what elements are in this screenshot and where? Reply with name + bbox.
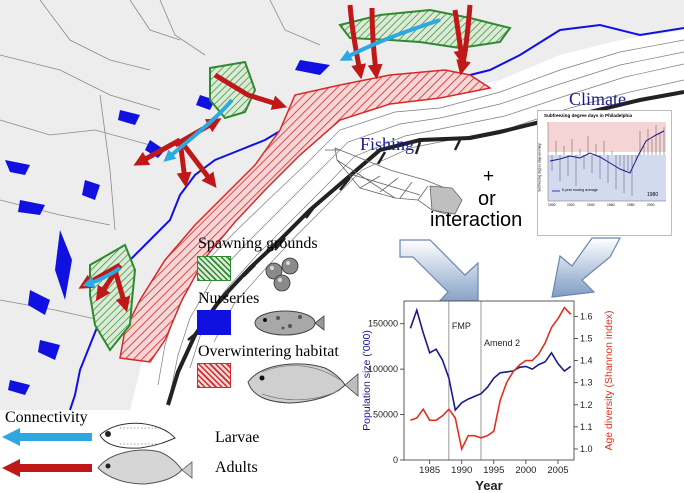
climate-label: Climate — [569, 89, 626, 109]
y2-tick-label: 1.6 — [580, 311, 593, 321]
legend-spawning-label: Spawning grounds — [198, 235, 318, 252]
overwintering-swatch — [197, 363, 231, 388]
chart-plot-area — [403, 300, 575, 461]
trawl-cod-end — [429, 185, 463, 215]
y2-tick-label: 1.0 — [580, 444, 593, 454]
climate-inset-tick: 1960 — [607, 203, 615, 207]
climate-inset-plot — [547, 122, 666, 202]
land — [0, 0, 684, 410]
shelf-edge-canyons — [187, 139, 462, 341]
age-diversity-line — [410, 306, 572, 452]
y2-tick-label: 1.4 — [580, 356, 593, 366]
y2-tick-label: 1.1 — [580, 422, 593, 432]
population-size-line — [409, 307, 572, 412]
or-label: or — [478, 188, 496, 210]
annotation-label: Amend 2 — [484, 338, 520, 348]
legend-adults-arrow — [2, 459, 92, 477]
legend-nurseries-label: Nurseries — [198, 290, 260, 307]
y2-tick-label: 1.5 — [580, 334, 593, 344]
y-tick-label: 100000 — [368, 364, 398, 374]
annotation-label: FMP — [452, 321, 471, 331]
x-axis-label: Year — [475, 478, 502, 493]
larva-fish-illustration — [99, 422, 176, 449]
climate-inset-tick: 1920 — [567, 203, 575, 207]
plus-label: + — [483, 166, 495, 187]
y-tick-label: 0 — [393, 455, 398, 465]
y-axis-label: Population size ('000) — [361, 330, 373, 431]
y-tick-label: 150000 — [368, 319, 398, 329]
climate-inset-tick: 1900 — [548, 203, 556, 207]
climate-inset-tick: 2000 — [647, 203, 655, 207]
eggs-illustration — [265, 257, 299, 292]
climate-effect-arrow — [551, 237, 621, 298]
y2-axis-label: Age diversity (Shannon index) — [603, 310, 615, 450]
legend-adults-label: Adults — [215, 459, 258, 476]
x-tick-label: 1985 — [419, 465, 440, 476]
juvenile-fish-illustration — [254, 310, 325, 336]
trawl-net-illustration — [325, 147, 456, 216]
overwintering-habitat — [119, 69, 492, 363]
x-tick-label: 2000 — [515, 465, 536, 476]
interaction-label: interaction — [430, 209, 523, 231]
flounder-illustration — [247, 363, 359, 404]
y2-tick-label: 1.3 — [580, 378, 593, 388]
adult-fish-illustration — [97, 449, 193, 485]
climate-inset-legend: 5-year moving average — [562, 188, 598, 192]
x-tick-label: 1995 — [483, 465, 504, 476]
climate-anomaly-bars — [551, 125, 665, 196]
state-boundaries — [0, 0, 321, 321]
y2-tick-label: 1.2 — [580, 400, 593, 410]
legend-connectivity-label: Connectivity — [5, 409, 88, 426]
legend-larvae-arrow — [2, 428, 92, 446]
climate-inset-tick: 1940 — [587, 203, 595, 207]
spawning-ground-south — [89, 243, 137, 352]
climate-inset-title: Subfreezing degree days in Philadelphia — [544, 113, 633, 118]
climate-inset-tick: 1980 — [627, 203, 635, 207]
y-tick-label: 50000 — [373, 410, 398, 420]
nurseries-swatch — [197, 310, 231, 335]
climate-inset-marker: 1980 — [647, 192, 659, 198]
fishing-label: Fishing — [360, 134, 415, 154]
legend-larvae-label: Larvae — [215, 429, 260, 446]
spawning-swatch — [197, 256, 231, 281]
larval-connectivity-arrows — [82, 18, 441, 288]
climate-inset: Subfreezing degree days in Philadelphia … — [537, 110, 672, 236]
x-tick-label: 2005 — [547, 465, 568, 476]
x-tick-label: 1990 — [451, 465, 472, 476]
climate-moving-average — [549, 130, 665, 174]
nursery-areas — [5, 60, 330, 395]
legend-overwintering-label: Overwintering habitat — [198, 343, 339, 360]
